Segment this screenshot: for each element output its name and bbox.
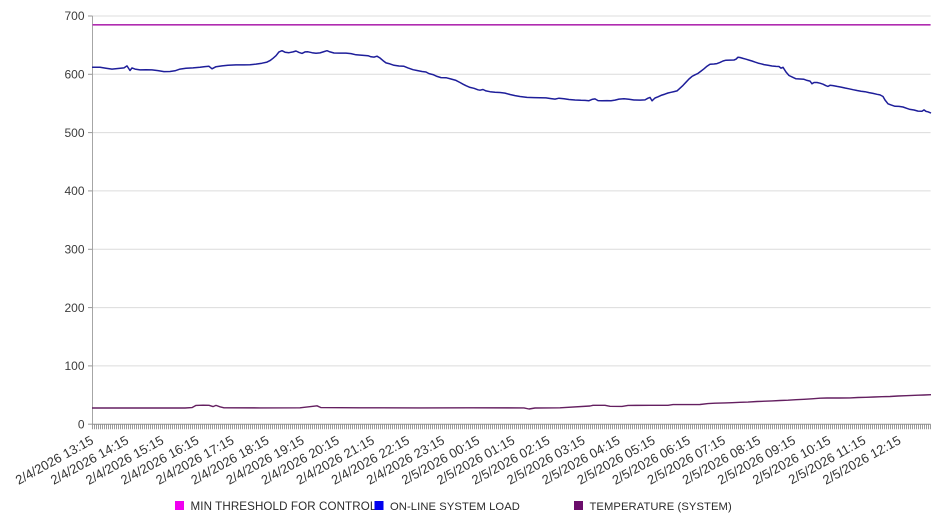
svg-text:700: 700	[64, 9, 84, 23]
svg-text:TEMPERATURE (SYSTEM): TEMPERATURE (SYSTEM)	[590, 501, 732, 513]
svg-text:400: 400	[64, 184, 84, 198]
svg-text:600: 600	[64, 68, 84, 82]
svg-text:500: 500	[64, 126, 84, 140]
svg-text:100: 100	[64, 359, 84, 373]
svg-text:0: 0	[78, 417, 85, 431]
svg-text:300: 300	[64, 243, 84, 257]
svg-text:200: 200	[64, 301, 84, 315]
svg-text:ON-LINE SYSTEM LOAD: ON-LINE SYSTEM LOAD	[390, 501, 520, 513]
svg-text:MIN THRESHOLD FOR CONTROL: MIN THRESHOLD FOR CONTROL	[191, 500, 377, 513]
